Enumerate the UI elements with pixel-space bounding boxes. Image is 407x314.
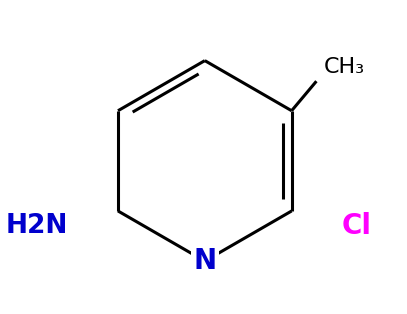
- Text: Cl: Cl: [342, 212, 372, 241]
- Text: CH₃: CH₃: [324, 57, 365, 77]
- Text: N: N: [193, 247, 217, 275]
- Text: H2N: H2N: [6, 214, 68, 239]
